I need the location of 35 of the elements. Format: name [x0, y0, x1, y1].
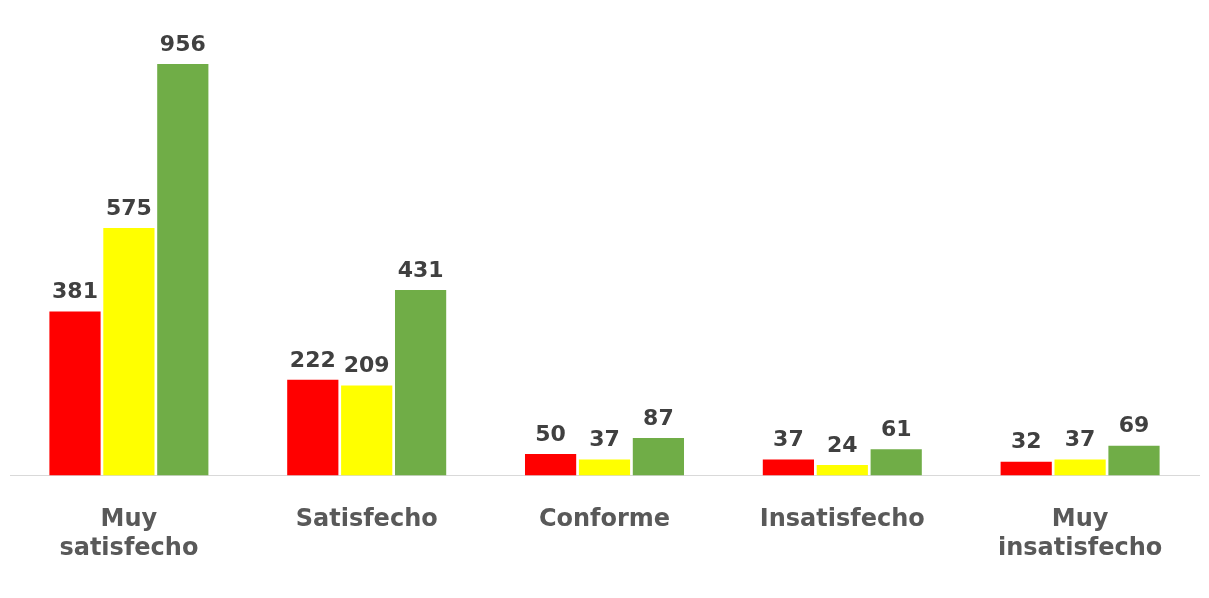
data-label: 575	[105, 194, 152, 220]
data-label: 32	[1010, 428, 1042, 454]
bar	[157, 63, 209, 476]
data-label: 69	[1118, 412, 1150, 438]
data-label: 37	[589, 426, 620, 452]
data-label: 37	[773, 426, 804, 452]
bar	[762, 459, 814, 476]
x-tick-label: Conforme	[538, 504, 671, 533]
data-label: 50	[535, 420, 566, 446]
bar	[816, 465, 868, 476]
bar	[632, 437, 684, 476]
data-label: 209	[343, 352, 390, 378]
x-tick-label: Insatisfecho	[759, 504, 925, 533]
data-label: 381	[52, 278, 98, 304]
bar	[870, 449, 922, 476]
bar	[1108, 445, 1160, 476]
bar	[1000, 461, 1052, 476]
bar	[525, 453, 577, 476]
data-label: 61	[880, 415, 912, 441]
x-tick-label: Muy insatisfecho	[997, 504, 1163, 561]
data-label: 24	[826, 431, 858, 457]
bar	[287, 379, 339, 476]
bar	[578, 459, 631, 476]
bar	[341, 385, 393, 476]
bar	[1054, 459, 1106, 476]
bar	[395, 289, 447, 476]
bar	[49, 311, 101, 476]
data-label: 87	[643, 404, 674, 430]
data-label: 222	[289, 346, 336, 372]
data-label: 37	[1064, 426, 1096, 452]
data-label: 956	[159, 30, 206, 56]
x-tick-label: Muy satisfecho	[59, 504, 199, 561]
bar	[103, 227, 155, 476]
data-label: 431	[397, 256, 444, 282]
x-tick-label: Satisfecho	[295, 504, 438, 533]
